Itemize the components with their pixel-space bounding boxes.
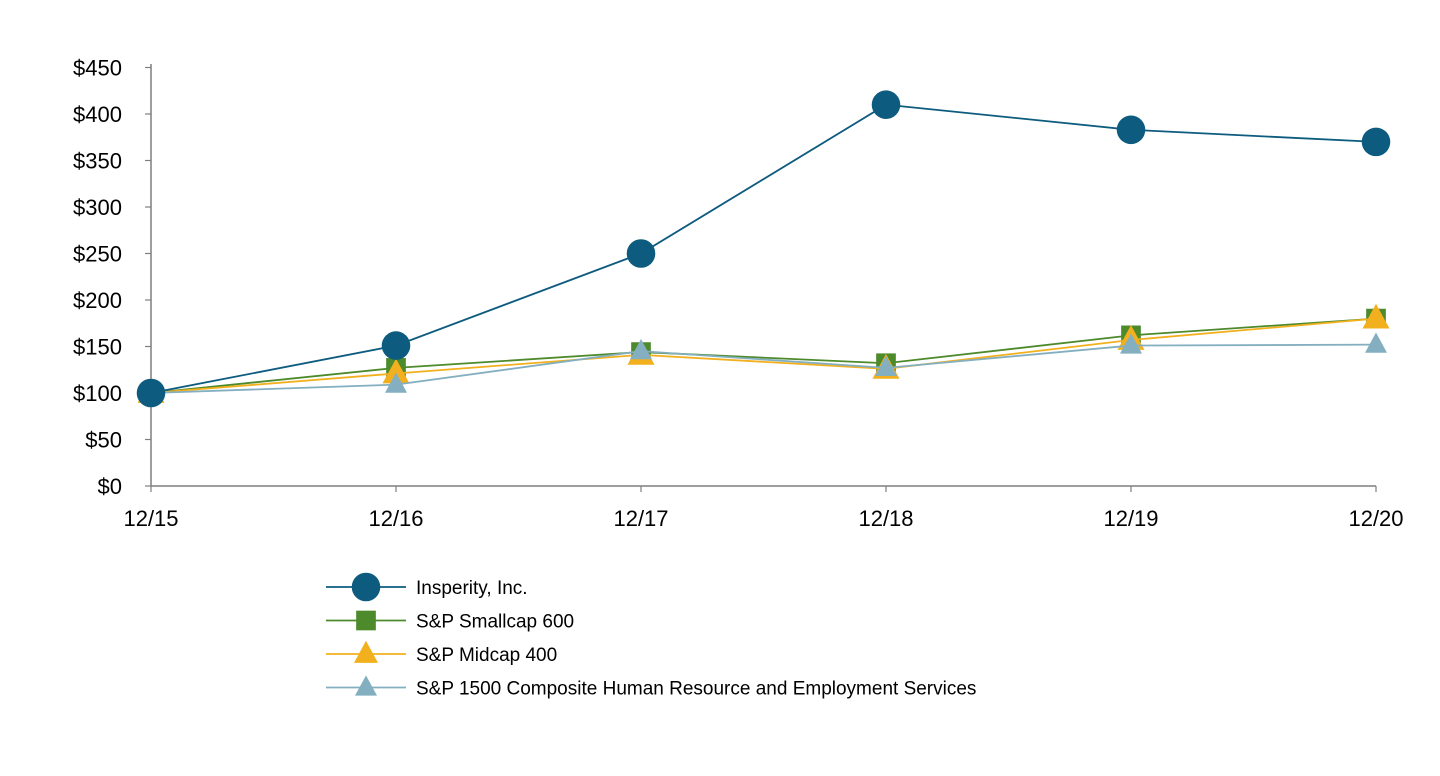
series-3 [137,303,1390,403]
legend-item: S&P Midcap 400 [326,640,557,666]
legend-marker [354,640,378,663]
chart-axes [150,64,1376,487]
y-tick-label: $50 [85,428,122,453]
x-tick-label: 12/16 [368,506,423,531]
data-point [1116,115,1146,145]
legend-label: S&P 1500 Composite Human Resource and Em… [416,679,976,700]
y-tick-label: $250 [73,242,122,267]
y-tick-label: $100 [73,381,122,406]
series-4 [140,332,1387,402]
data-point [136,378,166,408]
y-tick-label: $400 [73,102,122,127]
legend-label: S&P Smallcap 600 [416,612,574,633]
x-tick-label: 12/18 [858,506,913,531]
legend-item: S&P 1500 Composite Human Resource and Em… [326,675,976,700]
y-tick-label: $0 [98,474,122,499]
series-line [150,343,1377,394]
y-tick-label: $350 [73,149,122,174]
y-tick-label: $300 [73,195,122,220]
y-tick-label: $150 [73,335,122,360]
data-point [381,331,411,360]
data-point [1361,127,1391,157]
data-point [630,339,652,360]
data-point [1362,303,1390,329]
series-1 [136,90,1391,408]
x-tick-label: 12/19 [1103,506,1158,531]
legend-marker [356,610,376,631]
data-point [385,372,407,393]
x-tick-label: 12/15 [123,506,178,531]
series-line [150,103,1377,394]
legend-item: Insperity, Inc. [326,572,528,602]
legend-item: S&P Smallcap 600 [326,610,574,633]
data-point [875,355,897,376]
series-2 [141,308,1386,403]
data-point [871,90,901,119]
series-layer [136,90,1391,408]
legend-label: S&P Midcap 400 [416,645,557,666]
data-point [1365,332,1387,353]
legend-label: Insperity, Inc. [416,578,528,599]
y-axis-ticks: $0 $50 $100 $150 $200 $250 $300 $350 $400 $450 [73,56,151,499]
legend: Insperity, Inc. S&P Smallcap 600 S&P Midca… [326,572,976,700]
x-axis-ticks: 12/15 12/16 12/17 12/18 12/19 12/20 [123,486,1404,531]
y-tick-label: $450 [73,56,122,81]
y-tick-label: $200 [73,288,122,313]
legend-marker [351,572,381,602]
x-tick-label: 12/20 [1348,506,1403,531]
x-tick-label: 12/17 [613,506,668,531]
data-point [1120,333,1142,354]
data-point [382,358,410,384]
data-point [626,239,656,268]
legend-marker [355,675,377,696]
series-line [150,317,1377,394]
series-line [150,317,1377,394]
